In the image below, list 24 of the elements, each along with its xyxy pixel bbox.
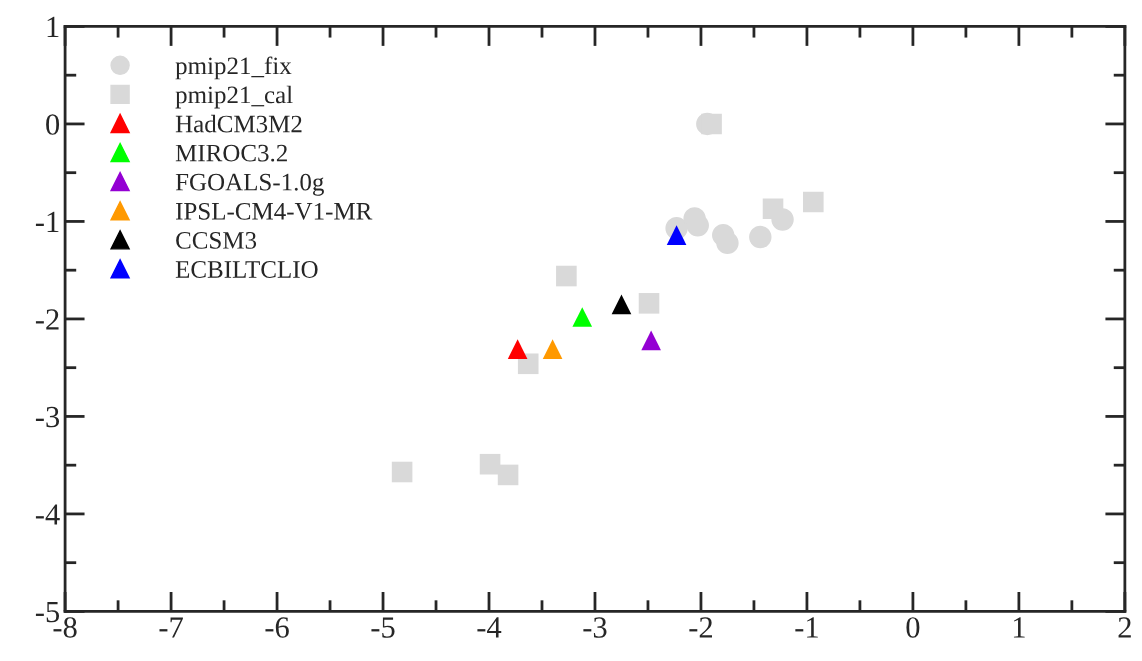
legend-label: HadCM3M2 [175, 114, 302, 133]
legend-label: FGOALS-1.0g [175, 173, 324, 196]
x-tick-label: -7 [159, 617, 183, 638]
legend-label: CCSM3 [176, 232, 257, 249]
y-tick-label: -1 [35, 211, 59, 233]
x-tick-label: -4 [477, 617, 502, 638]
x-tick-label: 2 [1118, 617, 1131, 638]
x-tick-label: -1 [795, 617, 818, 638]
legend-label: pmip21_cal [175, 85, 293, 109]
y-tick-label: 0 [46, 114, 60, 135]
legend-label: pmip21_fix [175, 56, 292, 80]
legend-label: MIROC3.2 [175, 144, 287, 162]
legend-label: ECBILTCLIO [175, 261, 318, 278]
x-tick-label: -2 [689, 617, 712, 638]
x-tick-label: 1 [1013, 617, 1025, 638]
y-tick-label: -3 [35, 406, 60, 428]
x-tick-label: -3 [583, 617, 607, 638]
x-tick-label: -6 [265, 617, 289, 638]
y-tick-label: -2 [35, 309, 59, 330]
x-tick-label: -5 [371, 617, 395, 638]
legend-label: IPSL-CM4-V1-MR [176, 202, 373, 220]
x-tick-label: 0 [906, 617, 920, 638]
y-tick-label: 1 [47, 16, 59, 38]
y-tick-label: -4 [35, 504, 60, 525]
